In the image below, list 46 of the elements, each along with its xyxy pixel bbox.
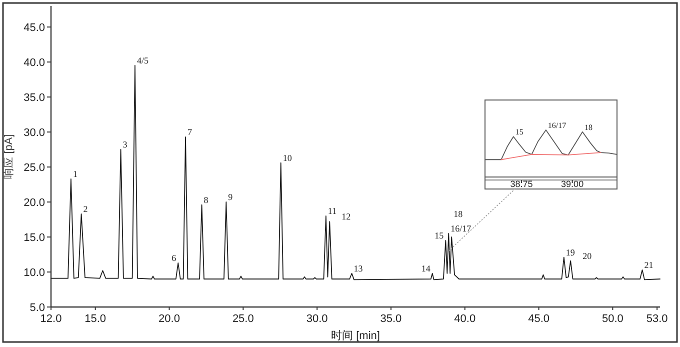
x-tick-label: 50.0 [602, 313, 624, 325]
x-tick-label: 12.0 [40, 313, 62, 325]
x-tick-label: 38.75 [510, 179, 533, 189]
annotation: 18 [454, 209, 464, 219]
annotation: 12 [342, 212, 351, 222]
x-tick-label: 20.0 [158, 313, 180, 325]
x-tick-label: 53.0 [646, 313, 668, 325]
annotation: 13 [354, 263, 364, 274]
annotation: 2 [83, 204, 88, 214]
annotation: 21 [644, 260, 654, 270]
annotation: 3 [122, 140, 128, 150]
y-tick-label: 15.0 [24, 232, 45, 244]
annotation: 7 [188, 126, 193, 137]
annotation: 9 [228, 192, 234, 202]
y-tick-label: 10.0 [24, 267, 45, 279]
annotation: 20 [582, 250, 592, 261]
x-tick-label: 45.0 [528, 313, 550, 325]
annotation: 16/17 [548, 121, 566, 130]
annotation: 1 [72, 168, 78, 179]
annotation: 10 [282, 152, 292, 163]
y-tick-label: 20.0 [24, 197, 45, 209]
y-axis-title: 响应 [pA] [2, 134, 15, 179]
annotation: 19 [566, 247, 576, 258]
x-tick-label: 35.0 [380, 313, 402, 325]
line-series [50, 65, 660, 280]
annotation: 6 [172, 252, 177, 263]
x-tick-label: 15.0 [84, 313, 106, 325]
y-tick-label: 30.0 [24, 127, 45, 139]
y-tick-label: 5.0 [30, 302, 45, 314]
x-tick-label: 39.00 [561, 179, 584, 189]
x-tick-label: 25.0 [232, 313, 254, 325]
annotation: 15 [515, 128, 524, 137]
y-tick-label: 25.0 [24, 162, 45, 174]
annotation: 15 [434, 230, 444, 240]
annotation: 11 [328, 206, 337, 216]
y-tick-label: 45.0 [24, 22, 45, 34]
y-tick-label: 35.0 [24, 92, 45, 104]
x-tick-label: 30.0 [306, 313, 328, 325]
annotation: 18 [584, 122, 592, 132]
annotation: 14 [421, 263, 431, 274]
annotation: 8 [204, 194, 209, 205]
x-axis-title: 时间 [min] [331, 329, 380, 342]
x-tick-label: 40.0 [454, 313, 476, 325]
annotation: 16/17 [450, 224, 472, 234]
annotation: 4/5 [136, 56, 149, 66]
y-tick-label: 40.0 [24, 57, 45, 69]
